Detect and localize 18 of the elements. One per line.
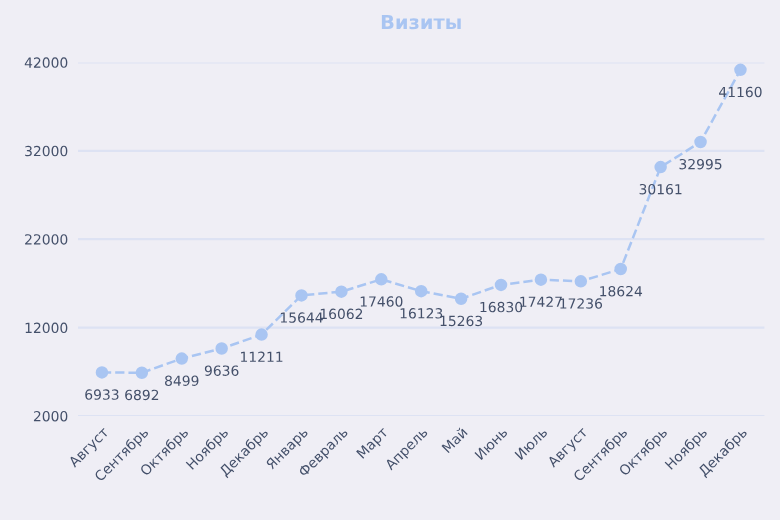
point xyxy=(375,273,388,286)
point xyxy=(654,160,667,174)
point xyxy=(614,262,627,276)
point xyxy=(295,289,308,302)
point xyxy=(215,342,228,355)
point xyxy=(175,352,189,365)
point xyxy=(335,285,348,298)
point xyxy=(414,284,428,298)
point xyxy=(454,292,468,306)
point xyxy=(534,273,548,286)
point xyxy=(255,328,268,341)
point xyxy=(734,63,747,77)
point xyxy=(694,135,707,149)
point xyxy=(494,278,508,292)
point xyxy=(95,366,109,379)
point xyxy=(135,366,149,380)
point xyxy=(574,275,588,288)
chart-title: Визиты xyxy=(381,14,461,30)
